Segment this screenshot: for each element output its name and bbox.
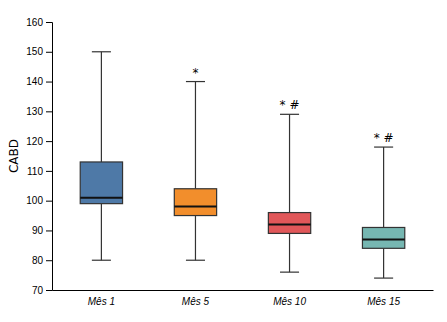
y-tick-label: 150	[26, 46, 43, 57]
y-tick: 110	[27, 166, 52, 177]
y-tick-mark	[46, 141, 52, 142]
x-axis-line	[53, 290, 434, 291]
x-tick-label: Mês 15	[367, 296, 400, 307]
y-tick-label: 120	[26, 136, 43, 147]
y-tick-mark	[46, 201, 52, 202]
y-tick: 130	[26, 106, 52, 117]
y-axis-title: CABD	[7, 139, 21, 173]
x-tick: Mês 15	[367, 296, 400, 307]
lower-whisker	[195, 216, 196, 261]
x-tick-label: Mês 10	[273, 296, 306, 307]
upper-whisker	[101, 52, 102, 162]
upper-whisker	[195, 82, 196, 189]
y-tick-label: 110	[27, 166, 43, 177]
y-axis-line	[46, 23, 53, 291]
box-body	[362, 227, 404, 248]
upper-cap	[280, 114, 299, 115]
x-tick: Mês 5	[182, 296, 210, 307]
median	[174, 206, 216, 208]
y-tick-label: 140	[26, 76, 43, 87]
upper-whisker	[383, 147, 384, 227]
y-tick: 120	[26, 136, 52, 147]
y-tick-mark	[46, 82, 52, 83]
y-tick-label: 70	[32, 285, 44, 296]
y-axis: 70 80 90 100 110 120 130 140 150 160	[26, 17, 52, 296]
lower-whisker	[289, 233, 290, 272]
box-body	[80, 162, 122, 204]
box-body	[268, 213, 310, 234]
y-tick-mark	[46, 22, 52, 23]
y-tick-mark	[46, 52, 52, 53]
x-tick-label: Mês 5	[182, 296, 210, 307]
median	[80, 197, 122, 199]
box	[362, 147, 404, 278]
x-tick: Mês 10	[273, 296, 306, 307]
y-tick-mark	[46, 111, 52, 112]
lower-cap	[374, 277, 393, 278]
annotation: * #	[280, 98, 300, 112]
y-tick-label: 100	[26, 195, 43, 206]
y-tick: 140	[26, 76, 52, 87]
upper-cap	[374, 146, 393, 147]
y-tick: 160	[26, 17, 52, 28]
y-tick-mark	[46, 171, 52, 172]
box-body	[174, 189, 216, 216]
marks	[80, 52, 405, 278]
box	[268, 114, 310, 272]
y-tick-label: 160	[26, 17, 43, 28]
y-tick-mark	[46, 290, 52, 291]
y-tick: 100	[26, 195, 52, 206]
y-tick-label: 130	[26, 106, 43, 117]
annotation: * #	[374, 131, 394, 145]
y-tick: 70	[32, 285, 52, 296]
lower-cap	[280, 272, 299, 273]
y-tick: 150	[26, 46, 52, 57]
upper-cap	[186, 81, 205, 82]
y-tick: 90	[32, 225, 52, 236]
lower-cap	[92, 260, 111, 261]
chart: 708090100110120130140150160Mês 1Mês 5Mês…	[0, 0, 447, 322]
upper-whisker	[289, 114, 290, 212]
y-tick: 80	[32, 255, 52, 266]
box	[174, 82, 216, 261]
upper-cap	[92, 51, 111, 52]
x-tick-label: Mês 1	[88, 296, 115, 307]
lower-cap	[186, 260, 205, 261]
y-tick-label: 90	[32, 225, 44, 236]
y-tick-mark	[46, 260, 52, 261]
plot: 708090100110120130140150160Mês 1Mês 5Mês…	[26, 17, 433, 307]
y-tick-mark	[46, 230, 52, 231]
median	[268, 223, 310, 225]
median	[362, 238, 404, 240]
x-axis: Mês 1 Mês 5 Mês 10 Mês 15	[53, 291, 434, 308]
lower-whisker	[101, 204, 102, 261]
box	[80, 52, 122, 260]
annotations: * * # * #	[192, 66, 393, 146]
x-tick: Mês 1	[88, 296, 115, 307]
y-tick-label: 80	[32, 255, 44, 266]
annotation: *	[192, 66, 198, 80]
lower-whisker	[383, 248, 384, 278]
